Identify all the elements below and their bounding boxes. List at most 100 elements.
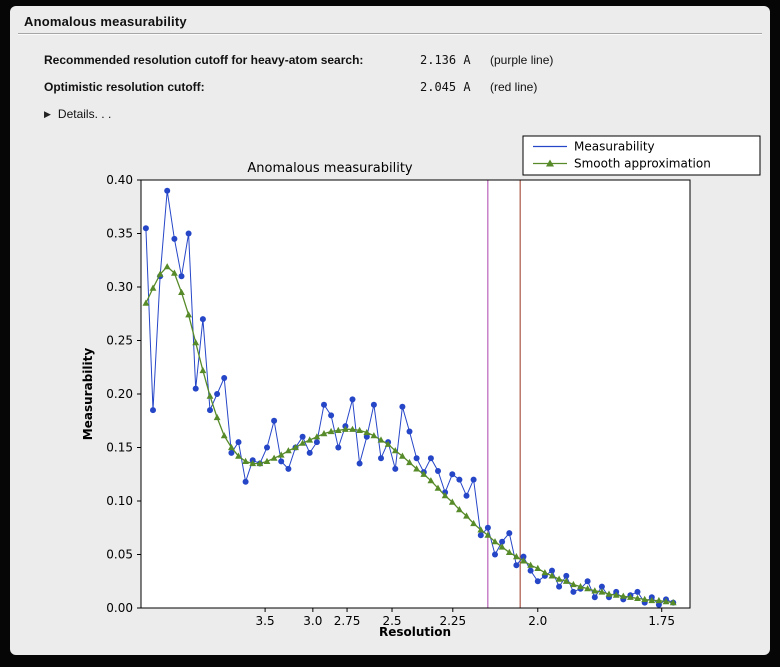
collapsed-triangle-icon: ▶ [44, 109, 51, 119]
measurability-point [392, 465, 399, 472]
measurability-point [399, 403, 406, 410]
smooth-approximation-point [299, 439, 306, 446]
measurability-point [499, 538, 506, 545]
anomalous-measurability-panel: Anomalous measurability Recommended reso… [10, 6, 770, 655]
measurability-point [164, 187, 171, 194]
smooth-approximation-point [142, 299, 150, 306]
measurability-point [185, 230, 192, 237]
smooth-approximation-point [192, 339, 200, 346]
measurability-point [264, 444, 270, 451]
smooth-approximation-point [520, 557, 527, 564]
smooth-approximation-point [363, 428, 371, 436]
smooth-approximation-point [463, 512, 470, 519]
measurability-point [463, 492, 470, 499]
y-tick-label: 0.15 [106, 441, 133, 455]
smooth-approximation-point [420, 470, 428, 477]
measurability-point [142, 225, 149, 232]
measurability-point [556, 583, 563, 590]
measurability-point [492, 551, 498, 558]
details-label: Details. . . [57, 107, 112, 121]
smooth-approximation-point [178, 288, 185, 295]
smooth-approximation-point [370, 432, 378, 439]
measurability-point [456, 476, 463, 483]
optimistic-cutoff-note: (red line) [490, 80, 538, 94]
measurability-point [378, 455, 384, 462]
y-tick-label: 0.20 [106, 387, 133, 401]
smooth-approximation-point [228, 443, 235, 451]
smooth-approximation-point [270, 454, 278, 461]
smooth-approximation-point [648, 596, 656, 604]
measurability-point [477, 532, 484, 539]
smooth-approximation-point [220, 432, 228, 439]
chart-title: Anomalous measurability [247, 161, 413, 176]
smooth-approximation-point [342, 425, 349, 432]
smooth-approximation-point [598, 588, 606, 595]
smooth-approximation-point [163, 263, 171, 270]
smooth-approximation-point [171, 269, 178, 276]
measurability-point [356, 460, 363, 467]
measurability-point [527, 567, 534, 574]
measurability-point [313, 439, 320, 446]
measurability-point [634, 588, 641, 595]
smooth-approximation-point [570, 580, 577, 588]
measurability-point [563, 572, 570, 579]
measurability-point [584, 578, 591, 585]
details-expander[interactable]: ▶ Details. . . [44, 107, 111, 121]
measurability-point [271, 417, 278, 424]
measurability-point [228, 449, 235, 456]
smooth-approximation-point [662, 598, 670, 605]
measurability-point [655, 601, 662, 608]
smooth-approximation-point [149, 284, 157, 291]
smooth-approximation-point [562, 577, 570, 584]
smooth-approximation-point [185, 311, 192, 318]
smooth-approximation-point [591, 587, 599, 594]
smooth-approximation-point [156, 270, 164, 277]
chart-legend: Measurability Smooth approximation [522, 135, 761, 176]
smooth-approximation-point [456, 506, 463, 513]
measurability-point [598, 583, 605, 590]
measurability-point [328, 412, 335, 419]
smooth-approximation-point [634, 594, 641, 601]
measurability-point [242, 478, 249, 485]
smooth-approximation-point [584, 585, 591, 592]
smooth-approximation-point [427, 477, 435, 484]
measurability-point [449, 471, 456, 478]
recommended-cutoff-value: 2.136 A [420, 53, 471, 67]
smooth-approximation-point [263, 457, 271, 464]
smooth-approximation-point [470, 519, 477, 527]
measurability-point [199, 316, 206, 323]
smooth-approximation-point [605, 590, 613, 597]
measurability-point [370, 401, 377, 408]
measurability-point [207, 407, 213, 414]
measurability-point [506, 530, 513, 537]
smooth-approximation-point [406, 458, 413, 466]
page-title: Anomalous measurability [24, 14, 187, 29]
measurability-point [363, 433, 370, 440]
smooth-approximation-point [327, 427, 335, 435]
smooth-approximation-point [491, 538, 499, 545]
y-tick-label: 0.35 [106, 227, 133, 241]
smooth-approximation-point [655, 596, 663, 604]
plot-area [141, 180, 690, 608]
smooth-approximation-point [306, 436, 314, 443]
measurability-point [214, 391, 221, 397]
smooth-approximation-point [441, 492, 449, 499]
recommended-cutoff-row: Recommended resolution cutoff for heavy-… [44, 48, 756, 75]
smooth-approximation-point [256, 459, 264, 467]
measurability-point [549, 567, 555, 574]
measurability-point [520, 553, 527, 560]
x-axis-label: Resolution [379, 625, 451, 639]
measurability-point [570, 588, 577, 595]
measurability-point [413, 455, 420, 462]
y-tick-label: 0.05 [106, 548, 133, 562]
smooth-approximation-point [477, 526, 485, 533]
measurability-point [285, 465, 292, 472]
smooth-approximation-point [498, 543, 506, 550]
measurability-point [321, 401, 327, 408]
x-tick-label: 3.0 [303, 614, 322, 628]
smooth-approximation-point [277, 451, 285, 458]
y-axis-label: Measurability [81, 348, 95, 441]
smooth-approximation-point [384, 440, 392, 447]
smooth-approximation-point [377, 436, 385, 443]
legend-box [522, 135, 761, 176]
